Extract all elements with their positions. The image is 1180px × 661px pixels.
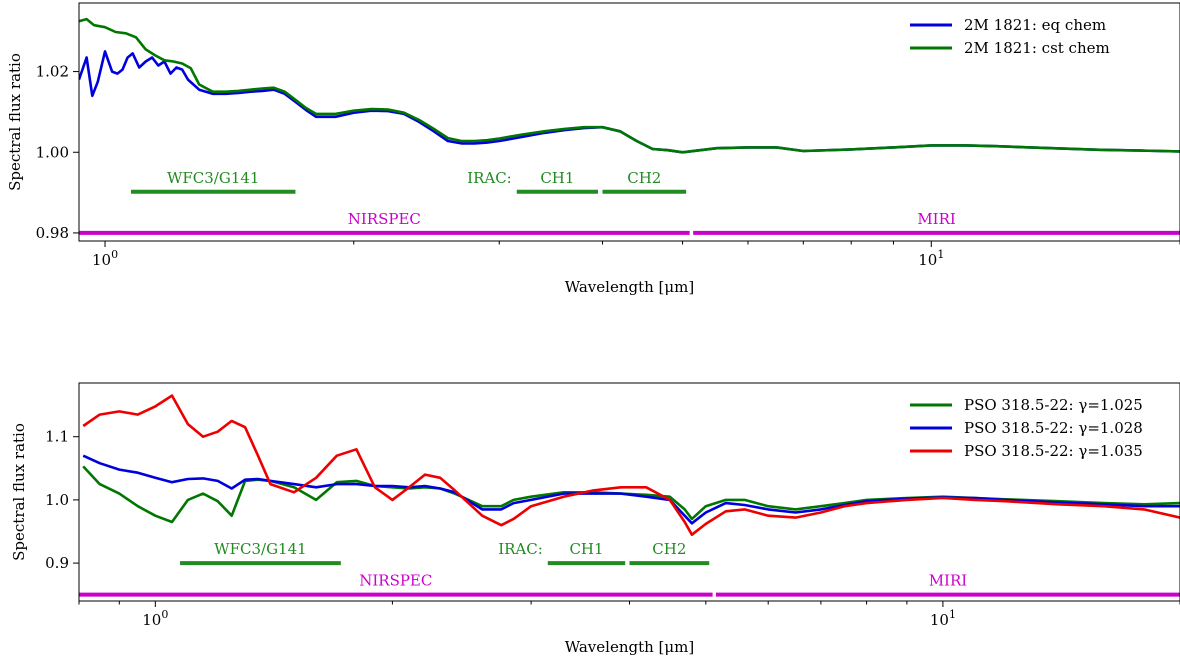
band-label: MIRI [917,210,956,228]
series-line-2 [82,454,1180,525]
plot-area [79,17,1180,235]
x-tick-label: 101 [918,248,944,269]
plot-area [79,394,1180,597]
band-label: CH1 [540,169,574,187]
chart-panel-2: WFC3/G141 CH1 CH2 NIRSPEC MIRI IRAC: 100 101 0.9… [10,382,1180,656]
x-axis-label: Wavelength [μm] [565,278,694,296]
series-line-1 [82,465,1180,524]
legend: PSO 318.5-22: γ=1.025 PSO 318.5-22: γ=1.0… [910,396,1143,460]
y-tick-label: 1.1 [45,428,69,446]
y-tick-label: 1.00 [36,143,69,161]
legend-entry: PSO 318.5-22: γ=1.025 [964,396,1143,414]
y-tick-label: 1.0 [45,491,69,509]
legend-entry: PSO 318.5-22: γ=1.028 [964,419,1143,437]
band-prefix-label: IRAC: [498,540,543,558]
band-label: CH2 [652,540,686,558]
x-axis-label: Wavelength [μm] [565,638,694,656]
y-tick-label: 0.9 [45,554,69,572]
x-tick-label: 100 [142,608,168,629]
y-tick-label: 1.02 [36,63,69,81]
chart-panel-1: WFC3/G141 CH1 CH2 NIRSPEC MIRI IRAC: 100 101 0.9… [6,2,1180,296]
series-line-3 [82,394,1180,536]
band-label: WFC3/G141 [167,169,260,187]
band-label: CH2 [627,169,661,187]
y-axis-label: Spectral flux ratio [10,423,28,561]
legend-entry: 2M 1821: cst chem [964,39,1110,57]
band-prefix-label: IRAC: [467,169,512,187]
x-tick-label: 100 [92,248,118,269]
y-tick-label: 0.98 [36,224,69,242]
legend-entry: 2M 1821: eq chem [964,16,1106,34]
y-axis-label: Spectral flux ratio [6,53,24,191]
band-label: NIRSPEC [348,210,421,228]
legend: 2M 1821: eq chem 2M 1821: cst chem [910,16,1110,57]
x-tick-label: 101 [930,608,956,629]
axes-frame [78,382,1180,602]
series-line-2 [79,17,1180,154]
band-label: WFC3/G141 [214,540,307,558]
legend-entry: PSO 318.5-22: γ=1.035 [964,442,1143,460]
band-label: CH1 [569,540,603,558]
band-label: MIRI [929,572,968,590]
band-label: NIRSPEC [359,572,432,590]
axes-frame [78,2,1180,242]
